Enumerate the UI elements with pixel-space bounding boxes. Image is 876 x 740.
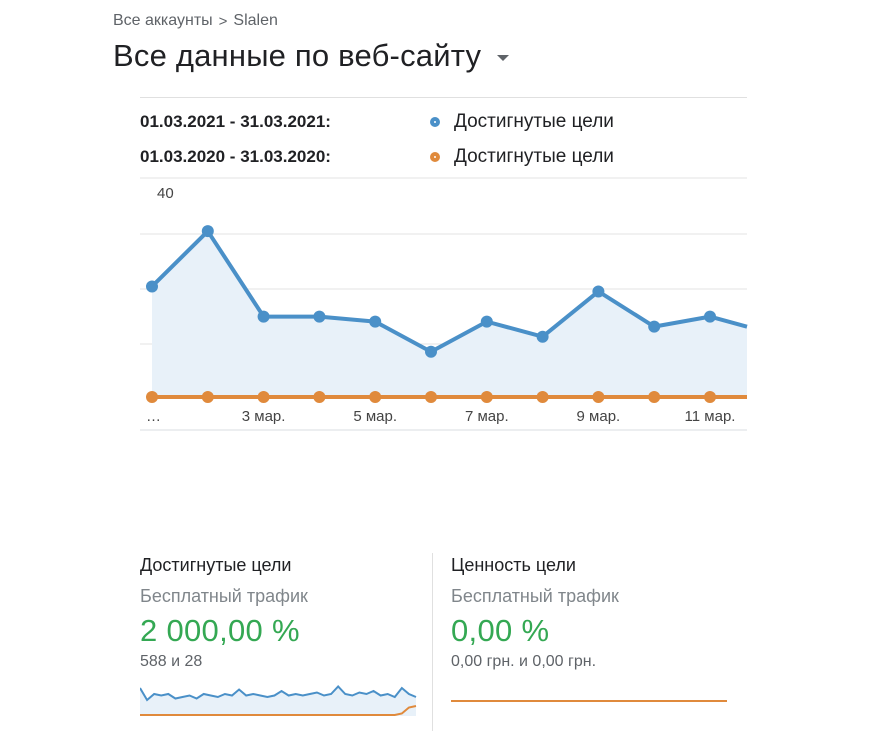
legend-label: Достигнутые цели (454, 110, 614, 132)
card-divider (432, 553, 433, 731)
data-point-previous (257, 391, 270, 403)
series-dot-icon (430, 151, 440, 162)
sparkline-goal-value (451, 700, 727, 702)
data-point-current (257, 310, 270, 323)
legend-date-range: 01.03.2021 - 31.03.2021: (140, 111, 331, 131)
breadcrumb: Все аккаунты > Slalen (113, 12, 278, 30)
chevron-right-icon: > (218, 12, 228, 30)
legend-date-range: 01.03.2020 - 31.03.2020: (140, 146, 331, 166)
legend-row-previous: 01.03.2020 - 31.03.2020: Достигнутые цел… (140, 139, 740, 174)
dropdown-arrow-icon (497, 55, 510, 61)
legend-row-current: 01.03.2021 - 31.03.2021: Достигнутые цел… (140, 104, 740, 139)
breadcrumb-account[interactable]: Slalen (233, 12, 278, 29)
x-tick-label: 7 мар. (465, 408, 509, 425)
data-point-previous (369, 391, 382, 403)
chart-legend: 01.03.2021 - 31.03.2021: Достигнутые цел… (140, 104, 740, 174)
metric-segment: Бесплатный трафик (140, 586, 308, 606)
data-point-current (648, 320, 661, 333)
x-tick-label: 3 мар. (242, 408, 286, 425)
metric-card-goals[interactable]: Достигнутые цели Бесплатный трафик 2 000… (140, 555, 308, 671)
data-point-previous (480, 391, 493, 403)
metric-change-value: 0,00 % (451, 613, 550, 648)
breadcrumb-all-accounts[interactable]: Все аккаунты (113, 12, 213, 29)
series-dot-icon (430, 116, 440, 127)
series-area-current (152, 231, 747, 397)
data-point-current (369, 315, 382, 328)
data-point-current (592, 285, 605, 298)
data-point-current (536, 330, 549, 343)
sparkline-current (140, 685, 417, 702)
x-tick-label: 9 мар. (577, 408, 621, 425)
page-title: Все данные по веб-сайту (113, 38, 482, 73)
metric-segment: Бесплатный трафик (451, 586, 619, 606)
x-tick-label: 11 мар. (685, 408, 736, 425)
metric-title: Достигнутые цели (140, 555, 292, 575)
metric-card-goal-value[interactable]: Ценность цели Бесплатный трафик 0,00 % 0… (451, 555, 619, 671)
data-point-previous (201, 391, 214, 403)
data-point-previous (313, 391, 326, 403)
sparkline-goals (140, 685, 417, 716)
x-tick-label: … (146, 408, 161, 425)
y-tick-label: 40 (157, 185, 174, 202)
data-point-previous (648, 391, 661, 403)
legend-label: Достигнутые цели (454, 145, 614, 167)
metric-compare-values: 0,00 грн. и 0,00 грн. (451, 653, 597, 670)
data-point-current (425, 345, 437, 358)
data-point-current (201, 225, 214, 238)
data-point-current (146, 280, 158, 293)
goals-line-chart[interactable]: 4020…3 мар.5 мар.7 мар.9 мар.11 мар. (0, 0, 876, 440)
data-point-current (313, 310, 326, 323)
metric-title: Ценность цели (451, 555, 576, 575)
sparkline-previous (140, 705, 417, 716)
sparkline-area (140, 686, 416, 716)
data-point-current (704, 310, 716, 323)
metric-change-value: 2 000,00 % (140, 613, 300, 648)
data-point-previous (146, 391, 158, 403)
view-selector[interactable]: Все данные по веб-сайту (113, 38, 510, 74)
data-point-previous (536, 391, 549, 403)
data-point-previous (425, 391, 437, 403)
header-divider (140, 97, 747, 98)
x-tick-label: 5 мар. (353, 408, 397, 425)
data-point-previous (704, 391, 716, 403)
metric-compare-values: 588 и 28 (140, 653, 203, 670)
data-point-previous (592, 391, 605, 403)
data-point-current (480, 315, 493, 328)
series-line-current (150, 229, 748, 354)
